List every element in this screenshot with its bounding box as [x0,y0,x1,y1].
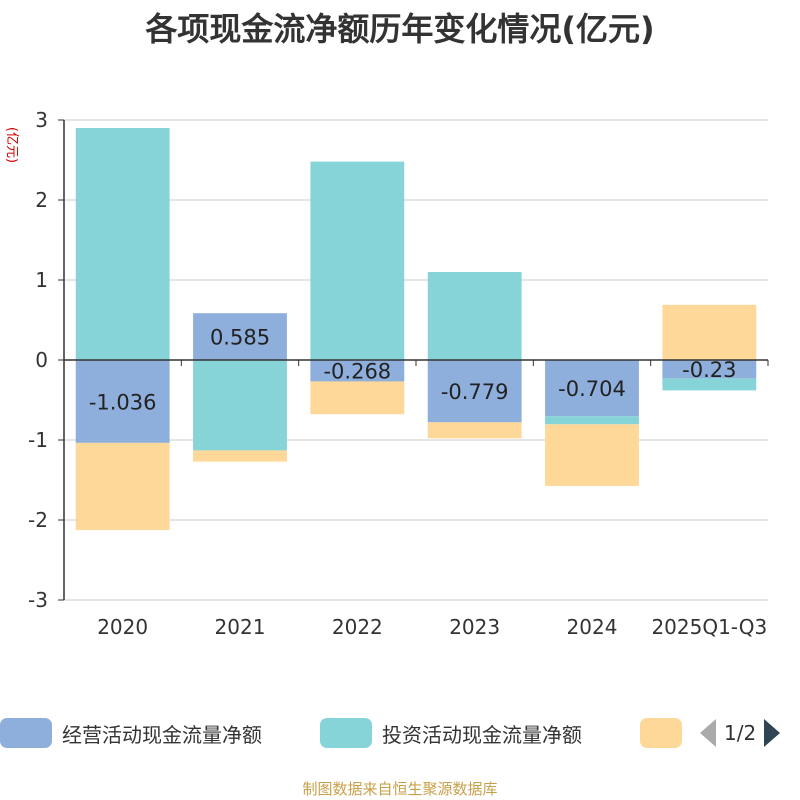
data-source-note: 制图数据来自恒生聚源数据库 [302,780,498,798]
legend-swatch-operating [0,718,52,748]
bar-investing [545,416,639,425]
bar-operating [75,360,170,443]
x-tick-label: 2021 [215,615,266,639]
bar-financing [193,450,287,462]
bar-series [75,128,757,531]
y-tick-label: 2 [35,188,48,212]
bar-operating [193,313,287,360]
data-label: -1.036 [89,390,157,414]
legend: 经营活动现金流量净额 投资活动现金流量净额 1/2 [0,716,800,750]
bar-investing [310,161,405,360]
x-tick-label: 2023 [449,615,500,639]
y-tick-label: -1 [28,428,48,452]
x-tick-label: 2024 [567,615,618,639]
legend-label-operating: 经营活动现金流量净额 [62,722,262,747]
bar-financing [427,422,522,439]
legend-swatch-investing [320,718,372,748]
y-tick-label: -2 [28,508,48,532]
bar-operating [545,360,639,417]
bar-financing [75,442,170,531]
bar-investing [75,128,170,360]
legend-page-indicator: 1/2 [724,721,757,745]
bar-investing [193,360,287,451]
bar-investing [427,272,522,360]
bar-operating [310,360,405,382]
bar-financing [662,304,757,360]
data-label: -0.779 [441,380,509,404]
bar-financing [310,381,405,415]
bar-operating [662,360,757,379]
legend-item-financing[interactable] [640,716,682,750]
axes: 3 2 1 0 -1 -2 -3 2020 2021 2022 2023 2024 2025Q1-Q3 [28,108,769,639]
x-tick-label: 2020 [97,615,148,639]
legend-swatch-financing [640,718,682,748]
y-tick-label: 1 [35,268,48,292]
legend-item-operating[interactable]: 经营活动现金流量净额 [0,716,262,750]
y-tick-label: -3 [28,588,48,612]
data-label: -0.704 [558,377,626,401]
data-label: 0.585 [210,326,270,350]
bar-investing [662,378,757,391]
x-tick-label: 2022 [332,615,383,639]
data-label: -0.268 [323,360,391,384]
legend-next-arrow-icon[interactable] [764,719,781,747]
legend-item-investing[interactable]: 投资活动现金流量净额 [320,716,582,750]
data-labels: -1.036 0.585 -0.268 -0.779 -0.704 -0.23 [89,326,737,415]
data-label: -0.23 [682,358,736,382]
legend-prev-arrow-icon[interactable] [700,719,716,747]
bar-financing [545,424,639,486]
x-tick-label: 2025Q1-Q3 [651,615,767,639]
legend-label-investing: 投资活动现金流量净额 [382,722,582,747]
y-axis-unit-label: (亿元) [4,127,19,163]
legend-pager: 1/2 [700,716,781,750]
bar-operating [427,360,522,423]
chart-title: 各项现金流净额历年变化情况(亿元) [145,10,655,48]
y-tick-label: 0 [35,348,48,372]
y-tick-label: 3 [35,108,48,132]
